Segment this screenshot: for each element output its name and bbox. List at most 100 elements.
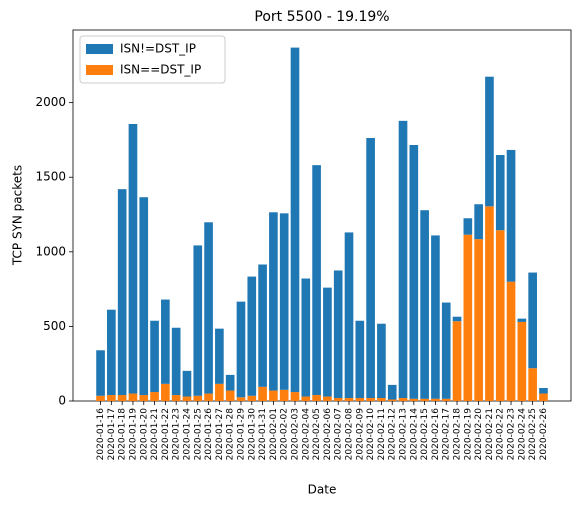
x-tick-label: 2020-02-18 <box>453 408 463 461</box>
bar-segment <box>398 398 408 401</box>
bar-segment <box>150 392 159 401</box>
bar-segment <box>236 397 246 401</box>
bar-segment <box>474 204 483 240</box>
y-tick-label: 1500 <box>35 170 66 184</box>
bar-segment <box>290 392 300 401</box>
bar-segment <box>150 320 159 393</box>
x-tick-label: 2020-02-15 <box>420 408 430 460</box>
legend-box <box>79 35 226 84</box>
bar-segment <box>452 321 462 401</box>
bar-segment <box>452 316 462 322</box>
bar-segment <box>366 138 375 399</box>
bar-segment <box>204 393 213 401</box>
x-tick-label: 2020-02-20 <box>474 408 484 461</box>
bar-segment <box>409 398 419 401</box>
bar-segment <box>539 393 548 401</box>
x-tick-label: 2020-01-23 <box>172 408 182 460</box>
bar-segment <box>171 327 181 396</box>
x-tick-label: 2020-02-25 <box>528 408 538 460</box>
x-tick-label: 2020-01-27 <box>215 408 225 460</box>
bar-segment <box>215 328 224 384</box>
x-tick-label: 2020-01-19 <box>128 408 138 461</box>
bar-segment <box>463 218 473 235</box>
legend-swatch <box>86 44 113 54</box>
bar-segment <box>463 234 473 401</box>
bar-segment <box>247 395 257 401</box>
bar-segment <box>355 320 365 399</box>
x-tick-label: 2020-02-21 <box>485 408 495 460</box>
bar-segment <box>377 323 386 399</box>
bar-segment <box>128 393 138 401</box>
bar-segment <box>420 210 429 399</box>
bar-segment <box>312 395 321 401</box>
bar-segment <box>344 232 354 399</box>
bar-segment <box>517 321 527 401</box>
x-tick-label: 2020-01-16 <box>96 408 106 461</box>
bar-segment <box>269 212 278 391</box>
bar-segment <box>107 395 116 401</box>
bar-segment <box>117 395 127 401</box>
bar-segment <box>539 388 548 394</box>
legend-swatch <box>86 65 113 75</box>
bar-segment <box>193 245 203 396</box>
legend-label: ISN==DST_IP <box>120 63 201 77</box>
bar-segment <box>225 390 235 401</box>
x-tick-label: 2020-01-28 <box>226 408 236 461</box>
x-tick-label: 2020-02-06 <box>323 408 333 461</box>
bar-segment <box>366 398 375 401</box>
bar-segment <box>139 197 149 396</box>
bar-segment <box>225 374 235 391</box>
bar-segment <box>485 76 494 207</box>
x-tick-label: 2020-02-02 <box>280 408 290 460</box>
bar-segment <box>161 299 170 384</box>
bar-segment <box>377 398 386 401</box>
y-tick-label: 2000 <box>35 95 66 109</box>
x-tick-label: 2020-02-09 <box>355 408 365 461</box>
bar-segment <box>441 398 451 401</box>
x-tick-label: 2020-02-24 <box>517 408 527 461</box>
x-tick-label: 2020-02-07 <box>334 408 344 460</box>
bar-segment <box>128 123 138 394</box>
bar-segment <box>171 395 181 401</box>
bar-segment <box>193 395 203 401</box>
x-tick-label: 2020-01-30 <box>247 408 257 461</box>
x-tick-label: 2020-02-13 <box>399 408 409 460</box>
bar-segment <box>301 278 311 397</box>
x-tick-label: 2020-01-29 <box>236 408 246 461</box>
x-tick-label: 2020-01-21 <box>150 408 160 460</box>
x-tick-label: 2020-02-11 <box>377 408 387 460</box>
bar-segment <box>312 165 321 396</box>
x-tick-label: 2020-01-22 <box>161 408 171 460</box>
bar-segment <box>301 396 311 401</box>
x-tick-label: 2020-01-31 <box>258 408 268 460</box>
bar-segment <box>107 309 116 396</box>
bar-segment <box>398 120 408 399</box>
bar-segment <box>344 398 354 401</box>
y-tick-label: 500 <box>43 319 66 333</box>
x-tick-label: 2020-02-03 <box>290 408 300 460</box>
plot-frame <box>72 29 572 402</box>
x-tick-label: 2020-01-18 <box>118 408 128 461</box>
bar-segment <box>506 149 516 282</box>
bar-segment <box>517 318 527 322</box>
bar-segment <box>387 384 397 400</box>
bar-segment <box>323 287 332 397</box>
bar-segment <box>387 399 397 401</box>
bar-segment <box>117 189 127 396</box>
x-tick-label: 2020-01-26 <box>204 408 214 461</box>
bar-segment <box>215 383 224 401</box>
bar-segment <box>236 301 246 398</box>
bar-segment <box>333 398 343 401</box>
bar-segment <box>333 270 343 399</box>
bar-segment <box>474 239 483 401</box>
bar-segment <box>290 47 300 393</box>
y-axis-label: TCP SYN packets <box>11 165 25 266</box>
bar-segment <box>431 235 440 399</box>
bar-segment <box>258 264 267 387</box>
x-tick-label: 2020-02-12 <box>388 408 398 460</box>
x-tick-label: 2020-02-19 <box>463 408 473 461</box>
x-tick-label: 2020-01-24 <box>182 408 192 461</box>
bar-segment <box>485 206 494 401</box>
bar-segment <box>182 396 192 401</box>
